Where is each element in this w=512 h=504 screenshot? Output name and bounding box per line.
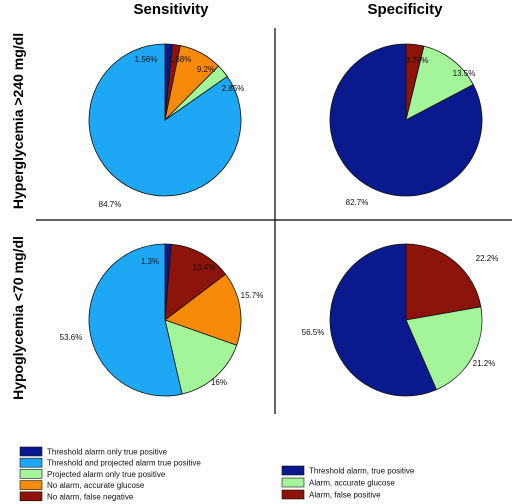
column-title-specificity: Specificity	[367, 1, 443, 18]
pie-charts: 1.56% 1.68% 9.2% 2.85% 84.7% 3.79% 13.5% 82.7% 1…	[60, 43, 499, 397]
pie-slice	[405, 45, 474, 121]
row-title-hyperglycemia: Hyperglycemia >240 mg/dl	[10, 33, 26, 209]
pie-slice-label: 21.2%	[473, 359, 496, 368]
legend-swatch	[19, 446, 43, 457]
legend-label: Threshold and projected alarm true posit…	[47, 459, 201, 468]
legend-label: No alarm, accurate glucose	[47, 481, 145, 490]
pie-slice-label: 1.68%	[169, 55, 192, 64]
pie-chart-4: 22.2% 21.2% 56.5%	[302, 243, 499, 397]
pie-slice	[164, 273, 242, 346]
pie-slice	[405, 306, 483, 391]
legend-swatch	[19, 491, 43, 502]
pie-chart-2: 3.79% 13.5% 82.7%	[329, 43, 483, 207]
pie-slice-label: 53.6%	[60, 333, 83, 342]
pie-slice-label: 3.79%	[406, 56, 429, 65]
pie-slice-label: 16%	[211, 378, 227, 387]
pie-slice	[405, 243, 482, 321]
legend-label: Alarm, accurate glucose	[309, 479, 395, 488]
row-title-hypoglycemia: Hypoglycemia <70 mg/dl	[10, 236, 26, 400]
pie-slice-label: 1.3%	[141, 257, 159, 266]
pie-slice-label: 13.5%	[453, 69, 476, 78]
pie-slice	[164, 243, 227, 321]
pie-slice	[329, 243, 437, 397]
legend-label: Alarm, false positive	[309, 491, 381, 500]
legend-swatch	[281, 477, 305, 488]
legend-label: Threshold alarm, true positive	[309, 467, 415, 476]
legends: Threshold alarm only true positive Thresh…	[19, 446, 415, 502]
column-title-sensitivity: Sensitivity	[133, 1, 209, 18]
pie-slice	[88, 243, 183, 397]
legend-specificity: Threshold alarm, true positive Alarm, acc…	[281, 465, 415, 500]
legend-swatch	[281, 465, 305, 476]
pie-chart-1: 1.56% 1.68% 9.2% 2.85% 84.7%	[88, 43, 245, 209]
pie-slice-label: 13.4%	[193, 263, 216, 272]
pie-slice-label: 15.7%	[241, 291, 264, 300]
legend-label: No alarm, false negative	[47, 492, 134, 501]
pie-slice	[329, 43, 483, 197]
legend-label: Projected alarm only true positive	[47, 470, 166, 479]
pie-slice	[88, 43, 242, 197]
pie-slice-label: 22.2%	[476, 254, 499, 263]
pie-slice-label: 2.85%	[222, 84, 245, 93]
legend-sensitivity: Threshold alarm only true positive Thresh…	[19, 446, 201, 502]
legend-swatch	[281, 489, 305, 500]
pie-slice-label: 84.7%	[99, 200, 122, 209]
legend-swatch	[19, 480, 43, 490]
legend-swatch	[19, 457, 43, 468]
pie-slice-label: 56.5%	[302, 328, 325, 337]
pie-slice	[164, 319, 238, 395]
pie-chart-3: 1.3% 13.4% 15.7% 16% 53.6%	[60, 243, 264, 397]
pie-slice-label: 9.2%	[197, 65, 215, 74]
pie-slice-label: 1.56%	[135, 55, 158, 64]
legend-label: Threshold alarm only true positive	[47, 448, 168, 457]
legend-swatch	[19, 469, 43, 479]
pie-slice-label: 82.7%	[346, 198, 369, 207]
